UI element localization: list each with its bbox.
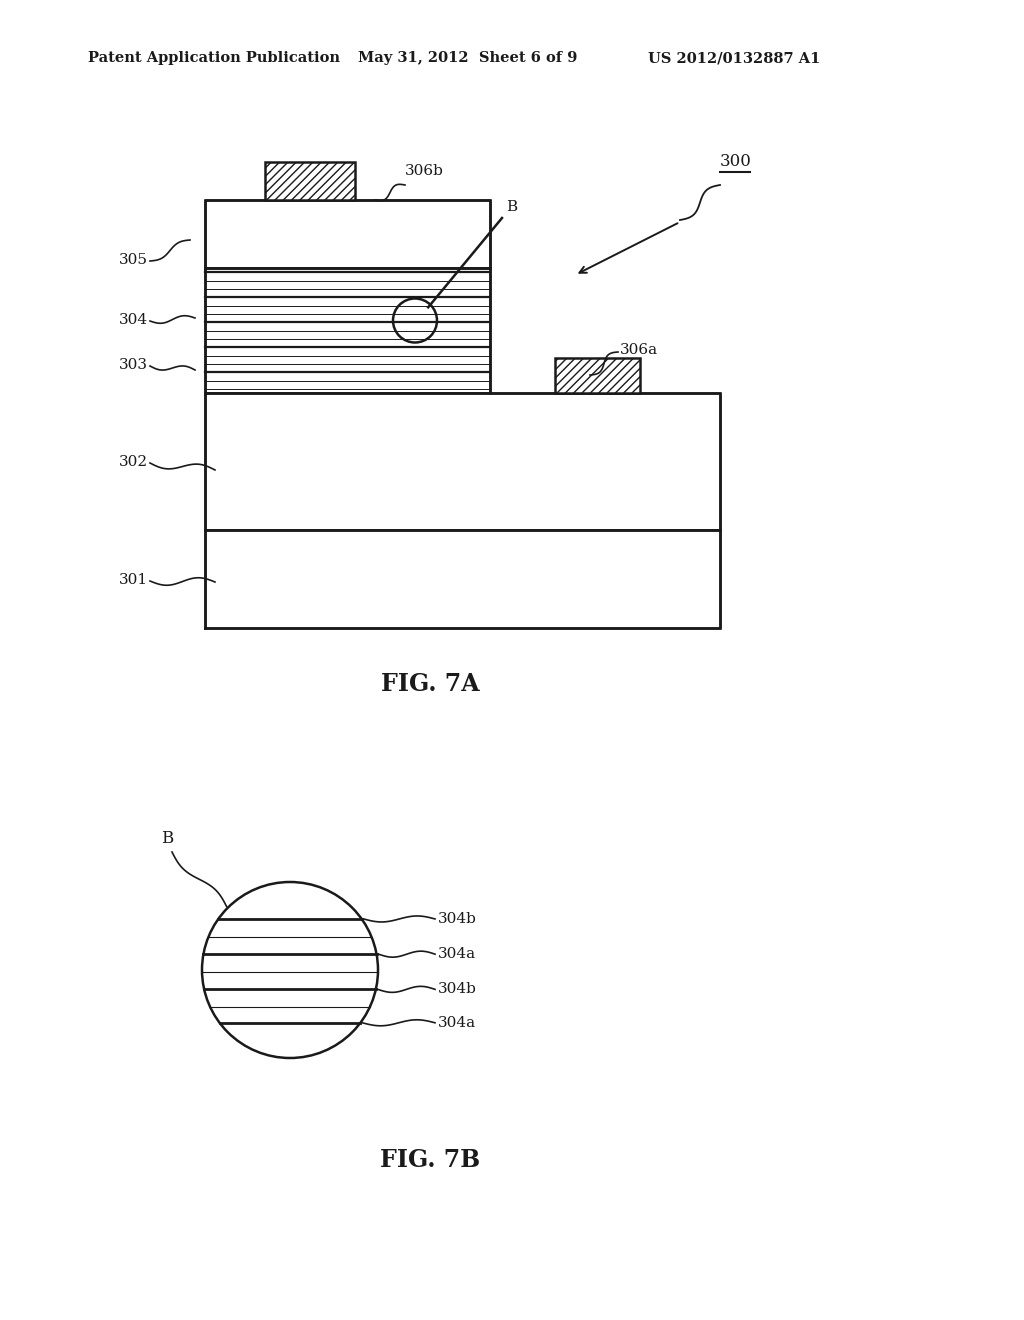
Text: FIG. 7A: FIG. 7A [381,672,479,696]
Bar [205,531,720,628]
Text: 300: 300 [720,153,752,170]
Text: 301: 301 [119,573,148,587]
Text: US 2012/0132887 A1: US 2012/0132887 A1 [648,51,820,65]
Text: 302: 302 [119,455,148,469]
Bar [205,201,490,268]
Text: 306b: 306b [406,164,443,178]
Bar [205,268,490,393]
Text: 304b: 304b [438,912,477,925]
Text: 305: 305 [119,253,148,267]
Text: 304a: 304a [438,948,476,961]
Text: B: B [506,201,517,214]
Text: 303: 303 [119,358,148,372]
Text: 306a: 306a [620,343,658,356]
Bar [555,358,640,393]
Text: Patent Application Publication: Patent Application Publication [88,51,340,65]
Text: 304a: 304a [438,1016,476,1030]
Bar [205,393,720,531]
Bar [265,162,355,201]
Text: FIG. 7B: FIG. 7B [380,1148,480,1172]
Text: May 31, 2012  Sheet 6 of 9: May 31, 2012 Sheet 6 of 9 [358,51,578,65]
Text: 304: 304 [119,313,148,327]
Text: 304b: 304b [438,982,477,997]
Text: B: B [161,830,173,847]
